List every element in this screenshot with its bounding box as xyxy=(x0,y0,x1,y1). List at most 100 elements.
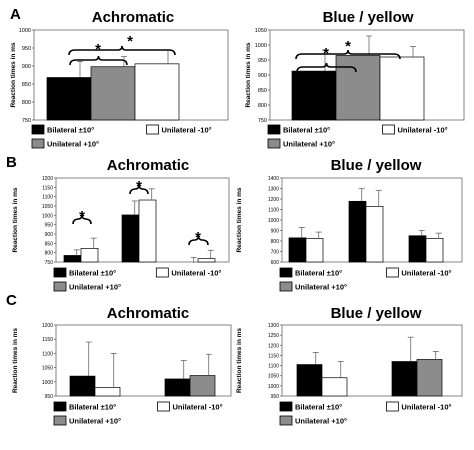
chart-2-legend-swatch xyxy=(155,267,169,278)
chart-0-bar xyxy=(90,66,136,121)
chart-5-plot-frame xyxy=(281,324,463,397)
chart-4-ytick-label: 1200 xyxy=(42,323,53,329)
chart-1-ylabel: Reaction times in ms xyxy=(245,42,252,107)
chart-2-legend-swatch xyxy=(53,281,67,292)
chart-2-legend-label: Bilateral ±10° xyxy=(69,269,116,278)
chart-5-ytick-label: 1250 xyxy=(268,333,279,339)
chart-2-significance-star: * xyxy=(79,208,85,225)
chart-2-significance-star: * xyxy=(195,229,201,246)
chart-5-legend-swatch xyxy=(385,401,399,412)
chart-0-ytick-label: 750 xyxy=(22,118,31,124)
chart-2-legend-label: Unilateral +10° xyxy=(69,283,121,292)
chart-4-legend-swatch xyxy=(157,401,170,412)
chart-2-bar xyxy=(197,258,216,263)
chart-1-bar xyxy=(335,55,381,121)
chart-5-legend-label: Bilateral ±10° xyxy=(295,403,342,412)
chart-3-legend-swatch xyxy=(385,267,399,278)
chart-3-title: Blue / yellow xyxy=(331,157,422,174)
chart-1-legend-swatch xyxy=(267,138,281,149)
chart-5-bar xyxy=(296,364,323,397)
chart-3-ytick-label: 800 xyxy=(271,239,280,245)
chart-4-bar xyxy=(164,378,191,397)
chart-0-significance-star: * xyxy=(127,33,133,50)
chart-0-legend-swatch xyxy=(31,138,45,149)
chart-0-bar xyxy=(134,63,180,121)
chart-4-bar xyxy=(69,375,96,397)
chart-3-bar xyxy=(365,206,384,263)
chart-1-ytick-label: 1050 xyxy=(255,28,267,34)
chart-4-legend-swatch xyxy=(53,401,67,412)
chart-0-title: Achromatic xyxy=(92,9,175,26)
chart-0-ytick-label: 850 xyxy=(22,82,31,88)
chart-2-bar xyxy=(138,199,157,263)
panel-letter-a: A xyxy=(10,6,21,23)
chart-0-legend-label: Unilateral +10° xyxy=(47,140,99,149)
chart-3-ytick-label: 1200 xyxy=(268,197,279,203)
chart-0-legend-label: Bilateral ±10° xyxy=(47,126,94,135)
chart-5-title: Blue / yellow xyxy=(331,305,422,322)
chart-0-ytick-label: 800 xyxy=(22,100,31,106)
chart-4-legend-label: Bilateral ±10° xyxy=(69,403,116,412)
chart-3-ylabel: Reaction times in ms xyxy=(236,187,243,252)
chart-1-legend-label: Bilateral ±10° xyxy=(283,126,330,135)
chart-3-ytick-label: 900 xyxy=(271,229,280,235)
chart-3-ytick-label: 1100 xyxy=(268,208,279,214)
chart-0-ytick-label: 900 xyxy=(22,64,31,70)
chart-1-legend-label: Unilateral -10° xyxy=(398,126,448,135)
chart-5-ytick-label: 1300 xyxy=(268,323,279,329)
chart-5-legend-swatch xyxy=(279,415,293,426)
chart-0-significance-bracket xyxy=(69,55,128,66)
chart-3-bar xyxy=(305,238,324,263)
chart-1-significance-bracket xyxy=(296,62,357,73)
chart-4-ytick-label: 950 xyxy=(45,394,54,400)
chart-3-bar xyxy=(425,238,444,263)
chart-5-ylabel: Reaction times in ms xyxy=(236,328,243,393)
chart-0-significance-bracket xyxy=(68,45,176,56)
chart-0-legend-label: Unilateral -10° xyxy=(162,126,212,135)
chart-4-ytick-label: 1150 xyxy=(42,337,53,343)
chart-4-plot-frame xyxy=(55,324,232,397)
chart-4-ytick-label: 1050 xyxy=(42,366,53,372)
chart-5-ytick-label: 1000 xyxy=(268,384,279,390)
chart-4-legend-label: Unilateral +10° xyxy=(69,417,121,426)
panel-letter-b: B xyxy=(6,154,17,171)
chart-1-ytick-label: 1000 xyxy=(255,43,267,49)
chart-3-legend-label: Bilateral ±10° xyxy=(295,269,342,278)
chart-1-ytick-label: 950 xyxy=(258,58,267,64)
chart-0-bar xyxy=(46,77,92,121)
chart-2-title: Achromatic xyxy=(107,157,190,174)
chart-3-bar xyxy=(348,200,367,263)
chart-3-legend-label: Unilateral -10° xyxy=(401,269,451,278)
chart-4-ylabel: Reaction times in ms xyxy=(12,328,19,393)
chart-5-ytick-label: 1200 xyxy=(268,343,279,349)
chart-2-ytick-label: 1100 xyxy=(42,195,53,201)
chart-4-bar xyxy=(189,375,216,397)
chart-2-legend-label: Unilateral -10° xyxy=(171,269,221,278)
chart-2-bar xyxy=(80,248,99,263)
chart-4-legend-label: Unilateral -10° xyxy=(173,403,223,412)
chart-5-legend-swatch xyxy=(279,401,293,412)
chart-2-bar xyxy=(121,214,140,263)
chart-2-ytick-label: 900 xyxy=(45,232,54,238)
chart-1-bar xyxy=(291,70,337,121)
chart-2-ytick-label: 800 xyxy=(45,251,54,257)
chart-2-ytick-label: 1050 xyxy=(42,204,53,210)
chart-2-legend-swatch xyxy=(53,267,67,278)
chart-2-ytick-label: 1200 xyxy=(42,176,53,182)
chart-3-bar xyxy=(408,235,427,263)
chart-4-bar xyxy=(94,387,121,397)
panel-letter-c: C xyxy=(6,292,17,309)
chart-3-legend-label: Unilateral +10° xyxy=(295,283,347,292)
chart-2-bar xyxy=(63,255,82,263)
chart-3-ytick-label: 1300 xyxy=(268,187,279,193)
chart-0-legend-swatch xyxy=(31,124,45,135)
chart-1-legend-label: Unilateral +10° xyxy=(283,140,335,149)
chart-2-ylabel: Reaction times in ms xyxy=(12,187,19,252)
chart-1-bar xyxy=(379,56,425,121)
chart-4-ytick-label: 1000 xyxy=(42,380,53,386)
chart-2-significance-bracket xyxy=(72,214,92,225)
chart-1-ytick-label: 850 xyxy=(258,88,267,94)
chart-5-ytick-label: 1050 xyxy=(268,374,279,380)
chart-5-legend-label: Unilateral -10° xyxy=(401,403,451,412)
chart-3-legend-swatch xyxy=(279,267,293,278)
